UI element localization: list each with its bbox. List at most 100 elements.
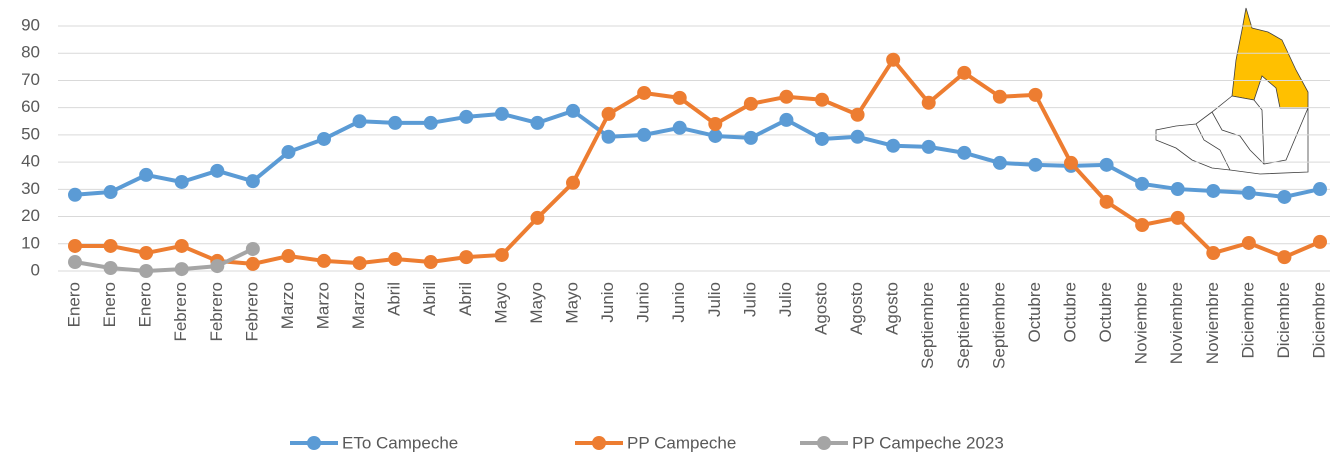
data-point — [530, 210, 545, 225]
data-point — [245, 241, 260, 256]
data-point — [530, 115, 545, 130]
data-point — [423, 255, 438, 270]
legend-label: ETo Campeche — [342, 433, 458, 452]
data-point — [174, 238, 189, 253]
x-tick-label: Enero — [64, 282, 83, 327]
data-point — [886, 138, 901, 153]
x-tick-label: Julio — [776, 282, 795, 317]
data-point — [68, 255, 82, 270]
data-point — [1277, 250, 1292, 265]
x-tick-label: Septiembre — [954, 282, 973, 369]
data-point — [850, 129, 865, 144]
x-tick-label: Agosto — [883, 282, 902, 335]
data-point — [459, 250, 474, 265]
x-tick-label: Agosto — [847, 282, 866, 335]
data-point — [957, 145, 972, 160]
x-tick-label: Febrero — [207, 282, 226, 342]
y-tick-label: 20 — [21, 206, 40, 225]
x-tick-label: Abril — [456, 282, 475, 316]
data-point — [815, 92, 829, 107]
x-tick-label: Enero — [136, 282, 155, 327]
data-point — [992, 155, 1007, 170]
data-point — [957, 65, 972, 80]
data-point — [1028, 157, 1043, 172]
x-tick-label: Diciembre — [1274, 282, 1293, 359]
data-point — [672, 90, 687, 105]
data-point — [921, 95, 936, 110]
y-tick-label: 0 — [31, 260, 40, 279]
data-point — [743, 96, 758, 111]
x-tick-label: Marzo — [278, 282, 297, 329]
data-point — [992, 89, 1007, 104]
data-point — [1099, 157, 1114, 172]
data-point — [743, 130, 758, 145]
data-point — [637, 127, 652, 142]
data-point — [281, 249, 296, 264]
y-tick-label: 40 — [21, 152, 40, 171]
data-point — [708, 117, 723, 131]
legend-label: PP Campeche 2023 — [852, 433, 1004, 452]
data-point — [174, 174, 189, 189]
data-point — [245, 256, 260, 271]
data-point — [850, 107, 865, 122]
data-point — [1277, 189, 1292, 204]
x-tick-label: Julio — [705, 282, 724, 317]
data-point — [1313, 182, 1327, 197]
data-point — [601, 106, 616, 121]
y-tick-label: 50 — [21, 124, 40, 143]
x-tick-label: Septiembre — [989, 282, 1008, 369]
data-point — [139, 167, 154, 182]
data-point — [388, 115, 403, 130]
x-tick-label: Mayo — [491, 282, 510, 324]
data-point — [174, 262, 189, 277]
data-point — [352, 114, 367, 129]
legend-swatch-marker — [592, 436, 606, 450]
y-tick-label: 80 — [21, 43, 40, 62]
legend-swatch-marker — [307, 436, 321, 450]
data-point — [566, 175, 580, 190]
y-tick-label: 10 — [21, 233, 40, 252]
x-tick-label: Septiembre — [918, 282, 937, 369]
data-point — [921, 139, 936, 154]
x-tick-label: Agosto — [811, 282, 830, 335]
series-line — [74, 108, 1321, 199]
x-tick-label: Junio — [598, 282, 617, 323]
data-point — [1206, 246, 1221, 261]
x-tick-label: Junio — [669, 282, 688, 323]
x-tick-label: Mayo — [562, 282, 581, 324]
x-tick-label: Mayo — [527, 282, 546, 324]
data-point — [103, 238, 118, 253]
data-point — [637, 85, 652, 100]
data-point — [1135, 176, 1150, 191]
data-point — [459, 109, 474, 124]
data-point — [1028, 87, 1043, 102]
x-tick-label: Marzo — [313, 282, 332, 329]
x-tick-label: Noviembre — [1203, 282, 1222, 364]
x-tick-label: Julio — [740, 282, 759, 317]
x-tick-label: Febrero — [171, 282, 190, 342]
y-tick-label: 70 — [21, 70, 40, 89]
data-point — [566, 103, 580, 118]
y-tick-label: 60 — [21, 97, 40, 116]
data-point — [68, 238, 82, 253]
data-point — [672, 120, 687, 135]
data-point — [68, 187, 82, 202]
data-point — [103, 261, 118, 276]
x-tick-label: Junio — [634, 282, 653, 323]
data-point — [1241, 185, 1256, 200]
y-tick-label: 90 — [21, 15, 40, 34]
legend-swatch-marker — [817, 436, 831, 450]
data-point — [1206, 183, 1221, 198]
x-tick-label: Abril — [420, 282, 439, 316]
data-point — [281, 145, 296, 160]
data-point — [210, 259, 225, 274]
data-point — [1313, 234, 1327, 249]
map-border — [1211, 111, 1265, 165]
series-line — [74, 247, 254, 273]
x-tick-label: Diciembre — [1238, 282, 1257, 359]
data-point — [779, 89, 794, 104]
x-tick-label: Abril — [385, 282, 404, 316]
data-point — [886, 52, 901, 67]
x-tick-label: Diciembre — [1309, 282, 1328, 359]
